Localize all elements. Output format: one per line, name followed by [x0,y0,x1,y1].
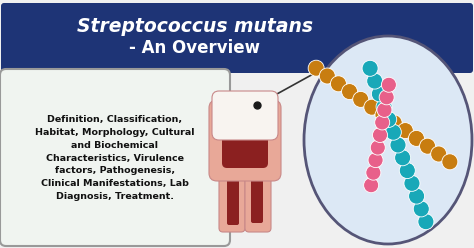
Circle shape [385,124,401,140]
Circle shape [382,77,396,92]
FancyBboxPatch shape [251,173,263,223]
Circle shape [364,178,379,193]
Circle shape [413,201,429,217]
Circle shape [364,99,380,115]
Circle shape [370,140,385,155]
Text: - An Overview: - An Overview [129,39,261,57]
Circle shape [386,115,402,131]
Circle shape [373,127,388,143]
Circle shape [409,130,424,146]
Circle shape [409,188,425,204]
Circle shape [368,153,383,168]
Circle shape [353,92,369,107]
FancyBboxPatch shape [222,108,268,168]
Circle shape [399,162,415,179]
Circle shape [375,115,390,130]
Circle shape [395,150,410,166]
Circle shape [404,175,420,191]
FancyBboxPatch shape [219,164,245,232]
Circle shape [419,138,436,154]
Circle shape [390,137,406,153]
Circle shape [372,86,387,102]
Circle shape [319,68,335,84]
Text: Definition, Classification,
Habitat, Morphology, Cultural
and Biochemical
Charac: Definition, Classification, Habitat, Mor… [35,115,195,201]
Circle shape [442,154,458,170]
FancyBboxPatch shape [245,164,271,232]
Circle shape [379,90,394,105]
Circle shape [375,107,391,123]
Circle shape [377,102,392,117]
Circle shape [376,99,392,115]
Circle shape [366,165,381,180]
Circle shape [362,60,378,76]
Circle shape [431,146,447,162]
Circle shape [381,111,397,127]
Ellipse shape [304,36,472,244]
FancyBboxPatch shape [209,100,281,181]
Circle shape [418,214,434,230]
Circle shape [308,60,324,76]
Text: Streptococcus mutans: Streptococcus mutans [77,17,313,35]
Circle shape [397,123,413,139]
FancyBboxPatch shape [1,3,473,73]
FancyBboxPatch shape [227,173,239,225]
Circle shape [367,73,383,89]
Circle shape [342,84,357,100]
FancyBboxPatch shape [0,69,230,246]
FancyBboxPatch shape [212,91,278,140]
Circle shape [330,76,346,92]
